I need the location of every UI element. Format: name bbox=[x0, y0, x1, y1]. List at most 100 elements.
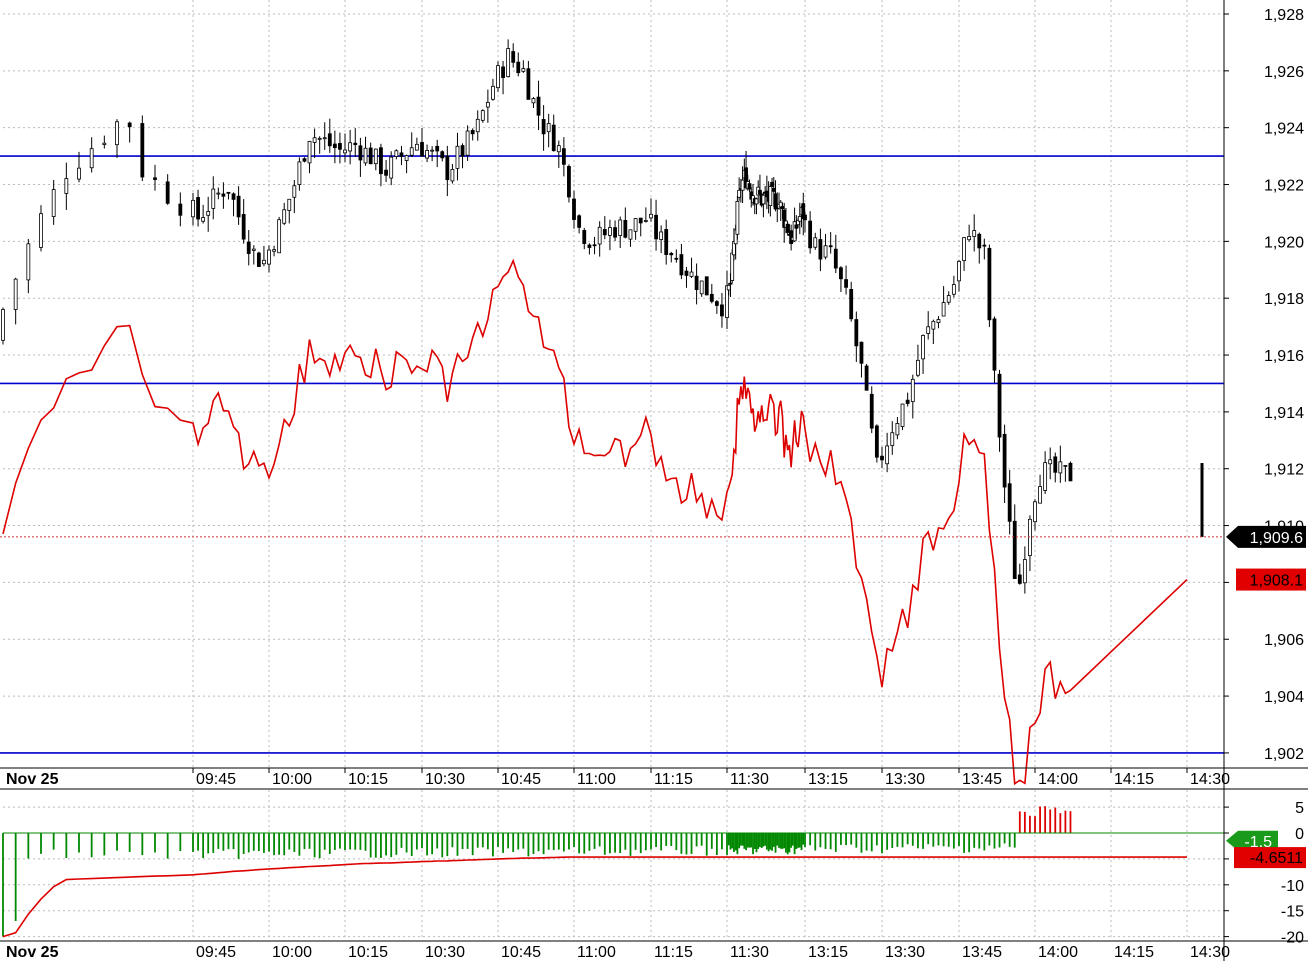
candle-up bbox=[307, 140, 312, 164]
oscillator-time-tick-label: 13:30 bbox=[885, 944, 925, 961]
candle-down bbox=[353, 142, 358, 146]
candle-up bbox=[754, 198, 759, 205]
oscillator-time-tick-label: 14:15 bbox=[1114, 944, 1154, 961]
candle-down bbox=[440, 151, 445, 159]
candle-down bbox=[638, 217, 643, 224]
candle-up bbox=[890, 432, 895, 446]
candle-up bbox=[475, 118, 480, 133]
candle-up bbox=[262, 259, 266, 265]
candle-down bbox=[770, 181, 774, 187]
candle-down bbox=[256, 252, 261, 267]
candle-up bbox=[916, 359, 920, 376]
price-tick-label: 1,916 bbox=[1264, 348, 1304, 365]
oscillator-time-tick-label: 14:00 bbox=[1038, 944, 1078, 961]
oscillator-time-tick-label: 10:15 bbox=[348, 944, 388, 961]
candle-up bbox=[287, 198, 292, 211]
candle-up bbox=[297, 161, 302, 185]
overlay-value-badge bbox=[1236, 568, 1306, 591]
candle-down bbox=[246, 241, 251, 254]
time-tick-label: 14:00 bbox=[1038, 771, 1078, 788]
candle-down bbox=[368, 147, 373, 165]
oscillator-time-tick-label: 11:30 bbox=[730, 944, 769, 961]
candle-up bbox=[1022, 559, 1027, 584]
candle-up bbox=[51, 189, 56, 217]
candle-up bbox=[628, 229, 633, 240]
oscillator-time-tick-label: 10:00 bbox=[272, 944, 312, 961]
candle-up bbox=[491, 85, 495, 100]
candle-up bbox=[735, 201, 740, 235]
candle-up bbox=[292, 185, 297, 198]
candle-down bbox=[226, 191, 231, 194]
candle-up bbox=[521, 68, 526, 72]
candle-down bbox=[327, 133, 332, 147]
candle-down bbox=[332, 143, 337, 149]
candle-down bbox=[592, 244, 597, 247]
signal-value-badge bbox=[1234, 847, 1306, 869]
candle-down bbox=[987, 247, 992, 321]
candle-up bbox=[394, 150, 399, 157]
candle-up bbox=[689, 271, 694, 277]
candle-up bbox=[1033, 501, 1037, 523]
candle-up bbox=[389, 156, 394, 179]
overlay-line bbox=[2, 258, 1188, 786]
candle-up bbox=[895, 423, 900, 436]
candle-down bbox=[1053, 456, 1058, 473]
time-tick-label: 11:00 bbox=[577, 771, 616, 788]
candle-down bbox=[664, 229, 669, 255]
price-tick-label: 1,918 bbox=[1264, 291, 1304, 308]
candle-down bbox=[435, 145, 440, 152]
time-tick-label: 13:30 bbox=[885, 771, 925, 788]
candle-up bbox=[430, 149, 435, 152]
candle-up bbox=[699, 280, 704, 295]
candle-up bbox=[618, 219, 623, 236]
candle-up bbox=[957, 260, 961, 282]
candle-up bbox=[556, 145, 561, 153]
candle-down bbox=[844, 279, 848, 288]
candle-up bbox=[211, 188, 216, 209]
candle-up bbox=[277, 219, 282, 254]
candle-up bbox=[726, 284, 731, 291]
price-tick-label: 1,902 bbox=[1264, 746, 1304, 763]
candle-up bbox=[813, 237, 818, 248]
candle-down bbox=[221, 193, 226, 197]
oscillator-tick-label: 5 bbox=[1295, 800, 1304, 817]
oscillator-tick-label: -10 bbox=[1281, 878, 1304, 895]
oscillator-time-tick-label: 10:30 bbox=[425, 944, 465, 961]
candle-down bbox=[1002, 433, 1007, 488]
candle-down bbox=[977, 233, 982, 249]
candle-down bbox=[794, 224, 799, 229]
candle-up bbox=[64, 178, 69, 194]
candle-down bbox=[704, 276, 709, 296]
candle-down bbox=[728, 282, 733, 285]
oscillator-time-tick-label: 09:45 bbox=[196, 944, 236, 961]
candle-down bbox=[196, 197, 200, 220]
time-tick-label: 13:15 bbox=[808, 771, 848, 788]
candle-down bbox=[470, 130, 475, 135]
candle-up bbox=[972, 230, 977, 237]
candle-up bbox=[633, 218, 638, 232]
candle-up bbox=[967, 236, 972, 241]
candle-down bbox=[577, 215, 582, 228]
candle-down bbox=[460, 145, 465, 157]
signal-value-label: -4.6511 bbox=[1250, 850, 1303, 867]
candle-down bbox=[803, 214, 807, 221]
candle-down bbox=[997, 373, 1002, 438]
candle-down bbox=[623, 219, 628, 238]
candle-down bbox=[338, 143, 342, 150]
candle-down bbox=[561, 148, 566, 165]
candle-up bbox=[425, 150, 429, 159]
candle-up bbox=[740, 179, 745, 191]
candle-up bbox=[597, 226, 602, 245]
price-tick-label: 1,914 bbox=[1264, 405, 1304, 422]
candle-down bbox=[358, 145, 363, 161]
candle-up bbox=[414, 143, 419, 151]
price-tick-label: 1,912 bbox=[1264, 462, 1304, 479]
candle-up bbox=[1058, 461, 1063, 474]
candle-down bbox=[1068, 462, 1073, 482]
oscillator-time-tick-label: 11:00 bbox=[577, 944, 616, 961]
price-tick-label: 1,904 bbox=[1264, 689, 1304, 706]
candle-down bbox=[849, 289, 854, 320]
